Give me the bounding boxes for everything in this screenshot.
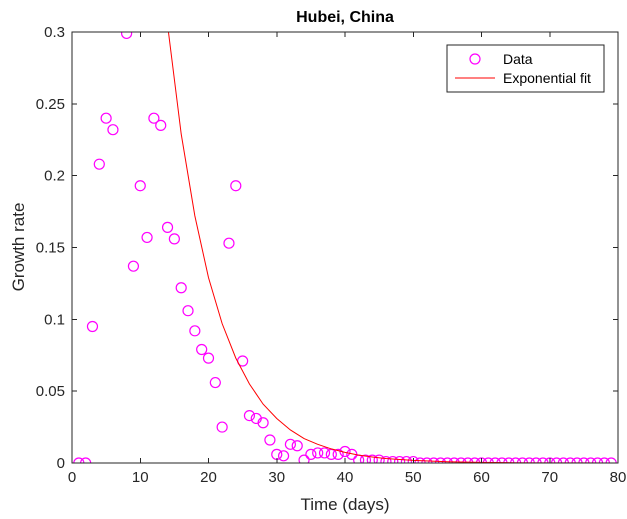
data-point — [394, 455, 406, 463]
data-point — [93, 158, 105, 170]
x-tick-label: 50 — [405, 469, 422, 486]
data-point — [189, 325, 201, 337]
data-point — [523, 457, 535, 463]
legend-box — [446, 44, 605, 93]
data-point — [202, 352, 215, 364]
data-point — [134, 180, 146, 192]
data-point — [380, 455, 392, 463]
data-point — [148, 112, 160, 124]
data-point — [80, 457, 92, 463]
data-point — [455, 457, 467, 463]
data-point — [312, 447, 324, 459]
x-tick-label: 70 — [541, 469, 558, 486]
data-point — [489, 457, 501, 463]
y-tick-label: 0.25 — [36, 96, 65, 113]
x-tick-label: 0 — [68, 469, 76, 486]
y-tick-label: 0.2 — [44, 168, 65, 185]
y-tick-label: 0.05 — [36, 383, 65, 400]
data-point — [482, 457, 494, 463]
data-point — [209, 376, 221, 389]
y-tick-label: 0 — [57, 455, 65, 472]
data-point — [441, 457, 453, 463]
data-point — [503, 457, 515, 463]
y-axis-title: Growth rate — [9, 203, 28, 292]
legend-label: Exponential fit — [503, 70, 591, 86]
data-point — [277, 450, 290, 462]
data-point — [298, 454, 310, 463]
data-point — [291, 440, 303, 452]
data-point — [305, 448, 317, 460]
data-point — [387, 455, 399, 463]
data-point — [121, 32, 133, 40]
data-point — [407, 455, 419, 463]
data-point — [73, 457, 85, 463]
data-point — [571, 457, 583, 463]
data-point — [230, 180, 242, 192]
data-point — [107, 124, 119, 136]
data-point — [175, 282, 187, 294]
data-point — [359, 454, 372, 463]
data-point — [591, 457, 604, 463]
x-tick-label: 60 — [473, 469, 490, 486]
data-point — [196, 343, 208, 356]
data-point — [434, 457, 447, 463]
data-point — [530, 457, 542, 463]
x-axis-title: Time (days) — [300, 495, 389, 514]
x-tick-label: 20 — [200, 469, 217, 486]
data-point — [510, 457, 522, 463]
y-tick-label: 0.3 — [44, 24, 65, 41]
data-point — [400, 455, 413, 463]
data-point — [537, 457, 549, 463]
data-point — [414, 457, 426, 463]
data-point — [598, 457, 610, 463]
data-point — [182, 305, 194, 317]
data-point — [115, 13, 125, 23]
data-point — [100, 112, 112, 124]
data-point — [428, 457, 440, 463]
data-point — [243, 409, 256, 422]
data-point — [284, 438, 296, 450]
data-point — [141, 231, 153, 244]
y-tick-label: 0.15 — [36, 240, 65, 257]
data-point — [216, 421, 228, 433]
x-tick-label: 80 — [610, 469, 627, 486]
data-point — [318, 447, 331, 459]
data-point — [161, 221, 174, 233]
data-point — [223, 237, 235, 249]
data-point — [127, 260, 140, 272]
x-tick-label: 10 — [132, 469, 149, 486]
legend-label: Data — [503, 51, 533, 67]
legend-marker-swatch — [469, 53, 481, 65]
data-point — [421, 457, 433, 463]
data-point — [271, 448, 283, 460]
data-point — [496, 457, 508, 463]
data-point — [564, 457, 576, 463]
data-point — [585, 457, 597, 463]
y-tick-label: 0.1 — [44, 311, 65, 328]
data-point — [86, 320, 99, 333]
data-point — [155, 119, 167, 131]
data-point — [332, 448, 344, 460]
data-point — [257, 417, 269, 429]
data-point — [605, 457, 617, 463]
data-point — [462, 457, 474, 463]
data-point — [578, 457, 590, 463]
chart-title: Hubei, China — [296, 9, 394, 26]
legend: Data Exponential fit — [446, 44, 605, 93]
x-tick-label: 40 — [337, 469, 354, 486]
axes-box — [71, 31, 619, 464]
data-point — [373, 454, 385, 463]
data-point — [168, 233, 180, 245]
data-point — [448, 457, 460, 463]
data-point — [516, 457, 529, 463]
data-point — [557, 457, 569, 463]
data-point — [469, 457, 481, 463]
data-point — [550, 457, 563, 463]
axes: 0 10 20 30 40 50 60 70 80 0 0.05 0.1 0.15 0.2 0.25 0.3 — [36, 24, 627, 486]
x-tick-label: 30 — [268, 469, 285, 486]
data-point — [366, 454, 378, 463]
data-point — [264, 434, 276, 446]
